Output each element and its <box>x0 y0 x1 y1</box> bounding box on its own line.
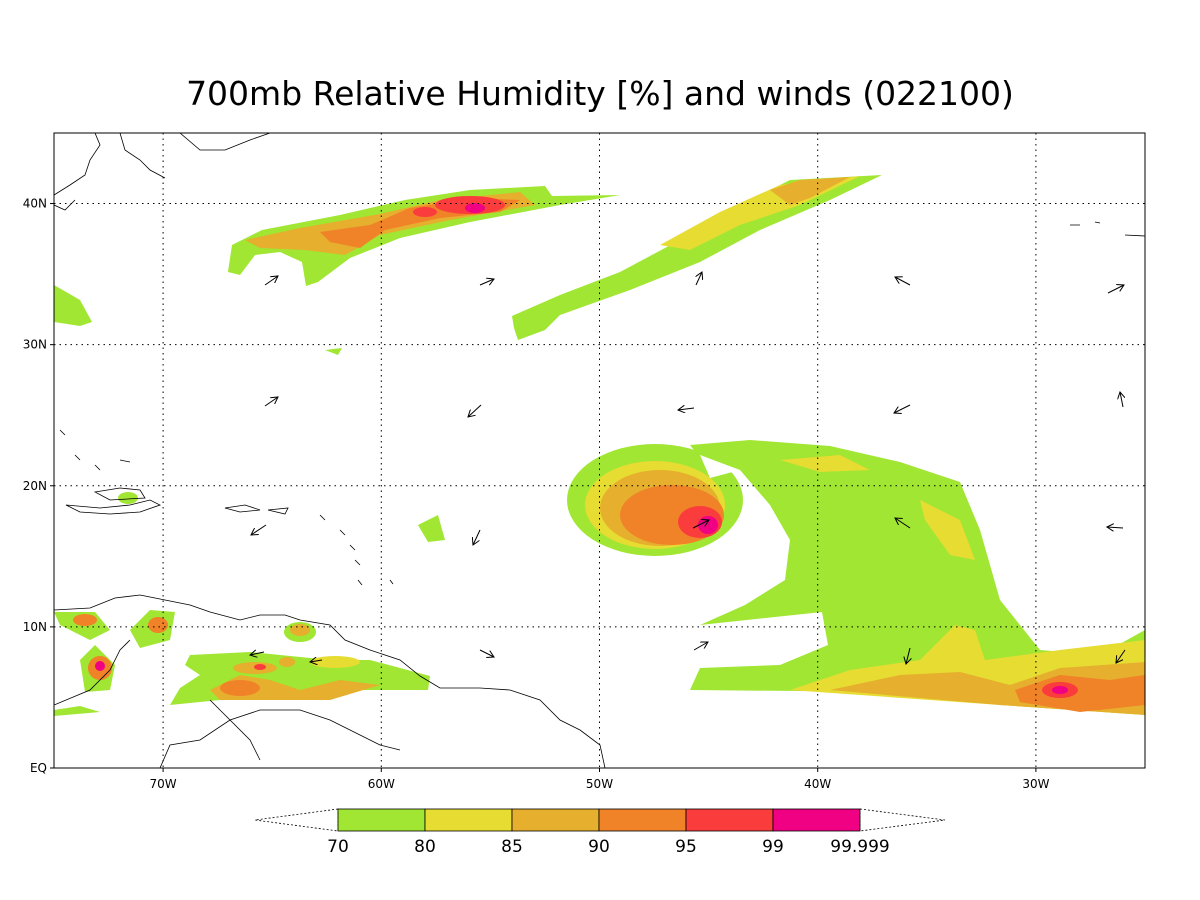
wind-arrow <box>895 518 911 529</box>
rh-area <box>220 680 260 696</box>
lat-tick-label: 10N <box>23 620 47 634</box>
wind-arrow <box>895 277 911 286</box>
wind-arrow <box>1120 392 1123 408</box>
wind-arrow <box>1116 649 1126 663</box>
colorbar: 70 80 85 90 95 99 99.999 <box>254 808 946 857</box>
rh-gap <box>700 455 740 478</box>
rh-area <box>148 617 168 633</box>
colorbar-box <box>598 808 687 832</box>
rh-area <box>413 207 437 217</box>
wind-vectors <box>250 272 1126 664</box>
colorbar-extension <box>859 808 946 832</box>
wind-arrow <box>906 647 910 664</box>
wind-arrow <box>693 642 708 651</box>
islands <box>59 429 394 586</box>
rh-area <box>95 661 105 671</box>
colorbar-box <box>511 808 600 832</box>
rh-area <box>73 614 97 626</box>
colorbar-box <box>337 808 426 832</box>
colorbar-label: 90 <box>588 837 610 857</box>
wind-arrow <box>251 524 267 535</box>
rh-area <box>780 455 870 472</box>
colorbar-label: 95 <box>675 837 697 857</box>
colorbar-extension <box>254 808 339 832</box>
rh-area <box>920 500 975 560</box>
humidity-field <box>54 175 1145 716</box>
coastline <box>65 487 289 515</box>
rh-area <box>54 285 92 326</box>
rh-area <box>325 348 342 355</box>
islands <box>1070 221 1145 237</box>
plot-frame <box>53 132 1146 769</box>
wind-arrow <box>696 272 702 286</box>
lon-tick-label: 30W <box>1022 777 1049 791</box>
wind-arrow <box>1107 285 1124 294</box>
rh-area <box>310 656 360 668</box>
axes: EQ 10N 20N 30N 40N 70W 60W 50W 40W 30W <box>23 133 1145 791</box>
coastlines <box>54 133 1145 768</box>
wind-arrow <box>678 408 695 410</box>
wind-arrow <box>479 279 494 286</box>
lon-tick-label: 40W <box>804 777 831 791</box>
wind-arrow <box>692 520 709 529</box>
coastline <box>54 133 271 211</box>
rh-area <box>418 515 445 542</box>
rh-area <box>54 706 100 716</box>
colorbar-box <box>424 808 513 832</box>
rh-area <box>254 664 266 670</box>
lat-tick-label: 20N <box>23 479 47 493</box>
rh-area <box>465 203 485 213</box>
wind-arrow <box>894 404 911 413</box>
colorbar-label: 85 <box>501 837 523 857</box>
wind-arrow <box>473 529 481 545</box>
lat-tick-label: 30N <box>23 338 47 352</box>
colorbar-label: 99 <box>762 837 784 857</box>
rh-area <box>1052 686 1068 694</box>
rh-area <box>690 440 1145 715</box>
lat-tick-label: 40N <box>23 197 47 211</box>
rh-area <box>698 516 718 534</box>
lat-tick-label: EQ <box>30 761 47 775</box>
wind-arrow <box>264 397 278 407</box>
colorbar-box <box>685 808 774 832</box>
lon-tick-label: 60W <box>368 777 395 791</box>
wind-arrow <box>310 660 323 662</box>
rh-area <box>770 177 850 205</box>
wind-arrow <box>1107 527 1124 528</box>
wind-arrow <box>468 404 482 417</box>
rh-area <box>118 492 138 504</box>
lon-tick-label: 50W <box>586 777 613 791</box>
colorbar-label: 70 <box>327 837 349 857</box>
colorbar-label: 99.999 <box>830 837 889 857</box>
rh-area <box>512 175 882 340</box>
rh-area <box>290 624 310 636</box>
wind-arrow <box>264 276 278 286</box>
wind-arrow <box>250 652 265 655</box>
colorbar-box <box>772 808 861 832</box>
coastline <box>54 594 606 768</box>
rh-area <box>279 657 295 667</box>
wind-arrow <box>479 649 494 657</box>
rh-area <box>228 186 620 286</box>
colorbar-label: 80 <box>414 837 436 857</box>
title: 700mb Relative Humidity [%] and winds (0… <box>186 74 1014 113</box>
lon-tick-label: 70W <box>150 777 177 791</box>
